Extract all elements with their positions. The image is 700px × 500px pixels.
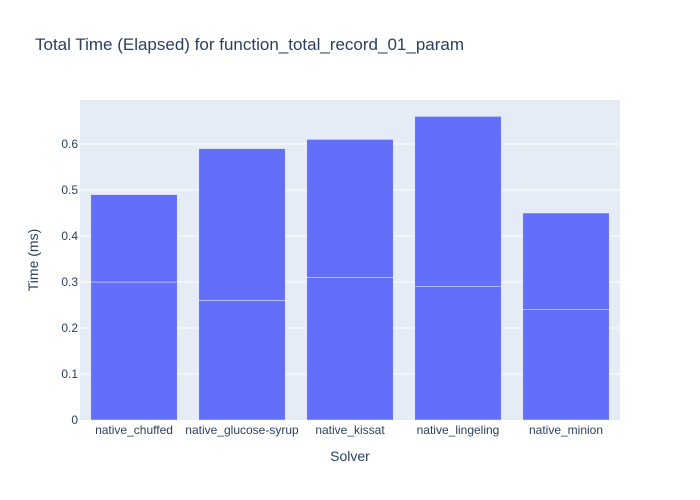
bars: [90, 116, 610, 421]
x-tick-label: native_glucose-syrup: [185, 423, 299, 437]
bar-segment: [522, 212, 610, 310]
bar-segment: [198, 148, 286, 301]
bar-segment: [414, 286, 502, 421]
x-tick-label: native_chuffed: [95, 423, 173, 437]
y-tick-label: 0.3: [61, 275, 78, 289]
bar-segment: [198, 300, 286, 421]
bar-segment: [90, 281, 178, 421]
bar-segment: [306, 139, 394, 278]
x-tick-label: native_kissat: [315, 423, 385, 437]
y-tick-labels: 0 0.1 0.2 0.3 0.4 0.5 0.6: [61, 137, 78, 427]
y-tick-label: 0.5: [61, 183, 78, 197]
y-tick-label: 0.6: [61, 137, 78, 151]
bar-segment: [522, 309, 610, 421]
chart-title: Total Time (Elapsed) for function_total_…: [35, 35, 464, 54]
x-tick-label: native_minion: [529, 423, 603, 437]
bar-segment: [414, 116, 502, 287]
y-axis-title: Time (ms): [25, 229, 41, 291]
y-tick-label: 0.2: [61, 321, 78, 335]
y-tick-label: 0.4: [61, 229, 78, 243]
y-tick-label: 0.1: [61, 367, 78, 381]
x-tick-label: native_lingeling: [417, 423, 500, 437]
y-tick-label: 0: [71, 413, 78, 427]
x-tick-labels: native_chuffed native_glucose-syrup native…: [95, 423, 603, 437]
bar-segment: [306, 277, 394, 421]
x-axis-title: Solver: [330, 448, 370, 464]
bar-segment: [90, 194, 178, 283]
